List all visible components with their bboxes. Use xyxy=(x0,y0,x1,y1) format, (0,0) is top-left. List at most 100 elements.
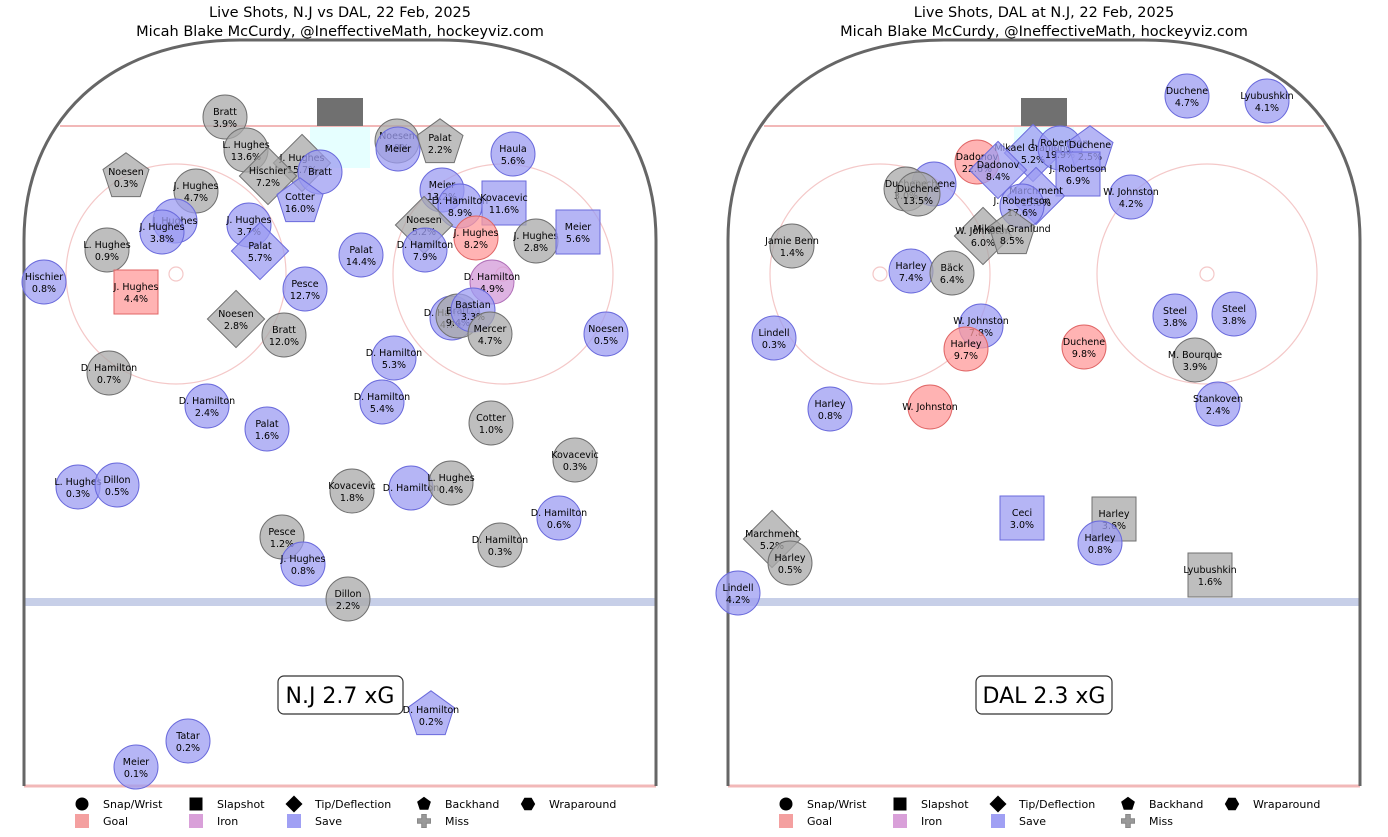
shot-xg-label: 4.1% xyxy=(1255,103,1279,114)
shot-circle-miss xyxy=(467,311,513,357)
shot-xg-label: 0.5% xyxy=(105,487,129,498)
shot-circle-save xyxy=(1152,293,1198,339)
legend-iron-icon xyxy=(893,814,907,828)
shot-player-label: Bastian xyxy=(455,300,491,311)
shot-diamond-save xyxy=(230,221,290,281)
shot-circle-goal xyxy=(453,215,499,261)
shot-circle-save xyxy=(371,335,417,381)
shot-player-label: D. Hamilton xyxy=(81,363,137,374)
shot-xg-label: 0.2% xyxy=(419,717,443,728)
shot-player-label: Stankoven xyxy=(1193,394,1243,405)
shot-player-label: Haula xyxy=(499,144,526,155)
shot-player-label: Palat xyxy=(255,419,279,430)
shot-circle-save xyxy=(282,266,328,312)
shot-player-label: Mikael Granlund xyxy=(994,143,1071,154)
shot-player-label: L. Hughes xyxy=(83,240,130,251)
shot-player-label: Meier xyxy=(565,222,592,233)
net-right xyxy=(1021,98,1067,126)
shot-xg-label: 4.9% xyxy=(480,284,504,295)
shot-player-label: Harley xyxy=(815,399,846,410)
shot-circle-miss xyxy=(767,540,813,586)
shot-circle-miss xyxy=(84,227,130,273)
shot-xg-label: 9.7% xyxy=(954,351,978,362)
shot-player-label: D. Hamilton xyxy=(432,196,488,207)
shot-player-label: J. Hughes xyxy=(173,181,219,192)
shot-xg-label: 2.4% xyxy=(195,408,219,419)
legend-right: Snap/Wrist Slapshot Tip/Deflection Backhand… xyxy=(779,795,1320,828)
shot-xg-label: 3.8% xyxy=(150,234,174,245)
legend-result-label: Iron xyxy=(921,815,942,828)
shot-square-save xyxy=(1055,151,1101,197)
shot-circle-goal xyxy=(943,326,989,372)
shot-xg-label: 5.6% xyxy=(501,156,525,167)
shot-player-label: Noesen xyxy=(108,167,144,178)
shot-xg-label: 3.0% xyxy=(1010,520,1034,531)
shot-player-label: J. Hughes xyxy=(139,222,185,233)
faceoff-circle-right-b xyxy=(1096,163,1318,385)
shot-player-label: Dadonov xyxy=(956,152,999,163)
shot-player-label: J. Hughes xyxy=(280,554,326,565)
shot-player-label: Lyubushkin xyxy=(1240,91,1293,102)
shot-xg-label: 0.9% xyxy=(95,252,119,263)
shot-player-label: Meier xyxy=(429,180,456,191)
shot-xg-label: 1.4% xyxy=(780,248,804,259)
shot-square-miss xyxy=(1187,552,1233,598)
shot-circle-save xyxy=(1108,174,1154,220)
legend-diamond-icon xyxy=(285,795,303,813)
shot-player-label: Harley xyxy=(1085,533,1116,544)
shot-xg-label: 13.5% xyxy=(903,196,933,207)
legend-result-label: Goal xyxy=(103,815,128,828)
shot-xg-label: 3.9% xyxy=(213,119,237,130)
legend-shape-label: Snap/Wrist xyxy=(807,798,867,811)
shot-xg-label: 8.4% xyxy=(986,172,1010,183)
shot-circle-miss xyxy=(202,94,248,140)
shot-player-label: Bratt xyxy=(308,167,332,178)
shot-player-label: Cotter xyxy=(285,192,315,203)
chart-subtitle-left: Micah Blake McCurdy, @IneffectiveMath, h… xyxy=(136,24,544,40)
shot-player-label: Noesen xyxy=(406,215,442,226)
chart-subtitle-right: Micah Blake McCurdy, @IneffectiveMath, h… xyxy=(840,24,1248,40)
legend-shape-label: Tip/Deflection xyxy=(1018,798,1095,811)
shot-circle-save xyxy=(1164,73,1210,119)
shot-xg-label: 2.8% xyxy=(224,321,248,332)
shot-player-label: Kovacevic xyxy=(480,193,528,204)
legend-result-label: Miss xyxy=(1149,815,1173,828)
shot-xg-label: 1.2% xyxy=(270,539,294,550)
legend-shape-label: Tip/Deflection xyxy=(314,798,391,811)
shot-circle-save xyxy=(359,379,405,425)
shot-player-label: Bäck xyxy=(940,263,964,274)
legend-result-label: Iron xyxy=(217,815,238,828)
shot-player-label: Meier xyxy=(385,144,412,155)
xg-box-right: DAL 2.3 xG xyxy=(975,675,1113,715)
shot-circle-goal xyxy=(1061,324,1107,370)
shot-xg-label: 11.6% xyxy=(489,205,519,216)
shot-player-label: Lindell xyxy=(722,583,753,594)
shot-circle-save xyxy=(139,209,185,255)
shot-player-label: Dillon xyxy=(103,475,130,486)
shot-player-label: Harley xyxy=(1099,509,1130,520)
shot-player-label: D. Hamilton xyxy=(464,272,520,283)
shot-diamond-miss xyxy=(206,289,266,349)
shot-player-label: Ceci xyxy=(1012,508,1032,519)
